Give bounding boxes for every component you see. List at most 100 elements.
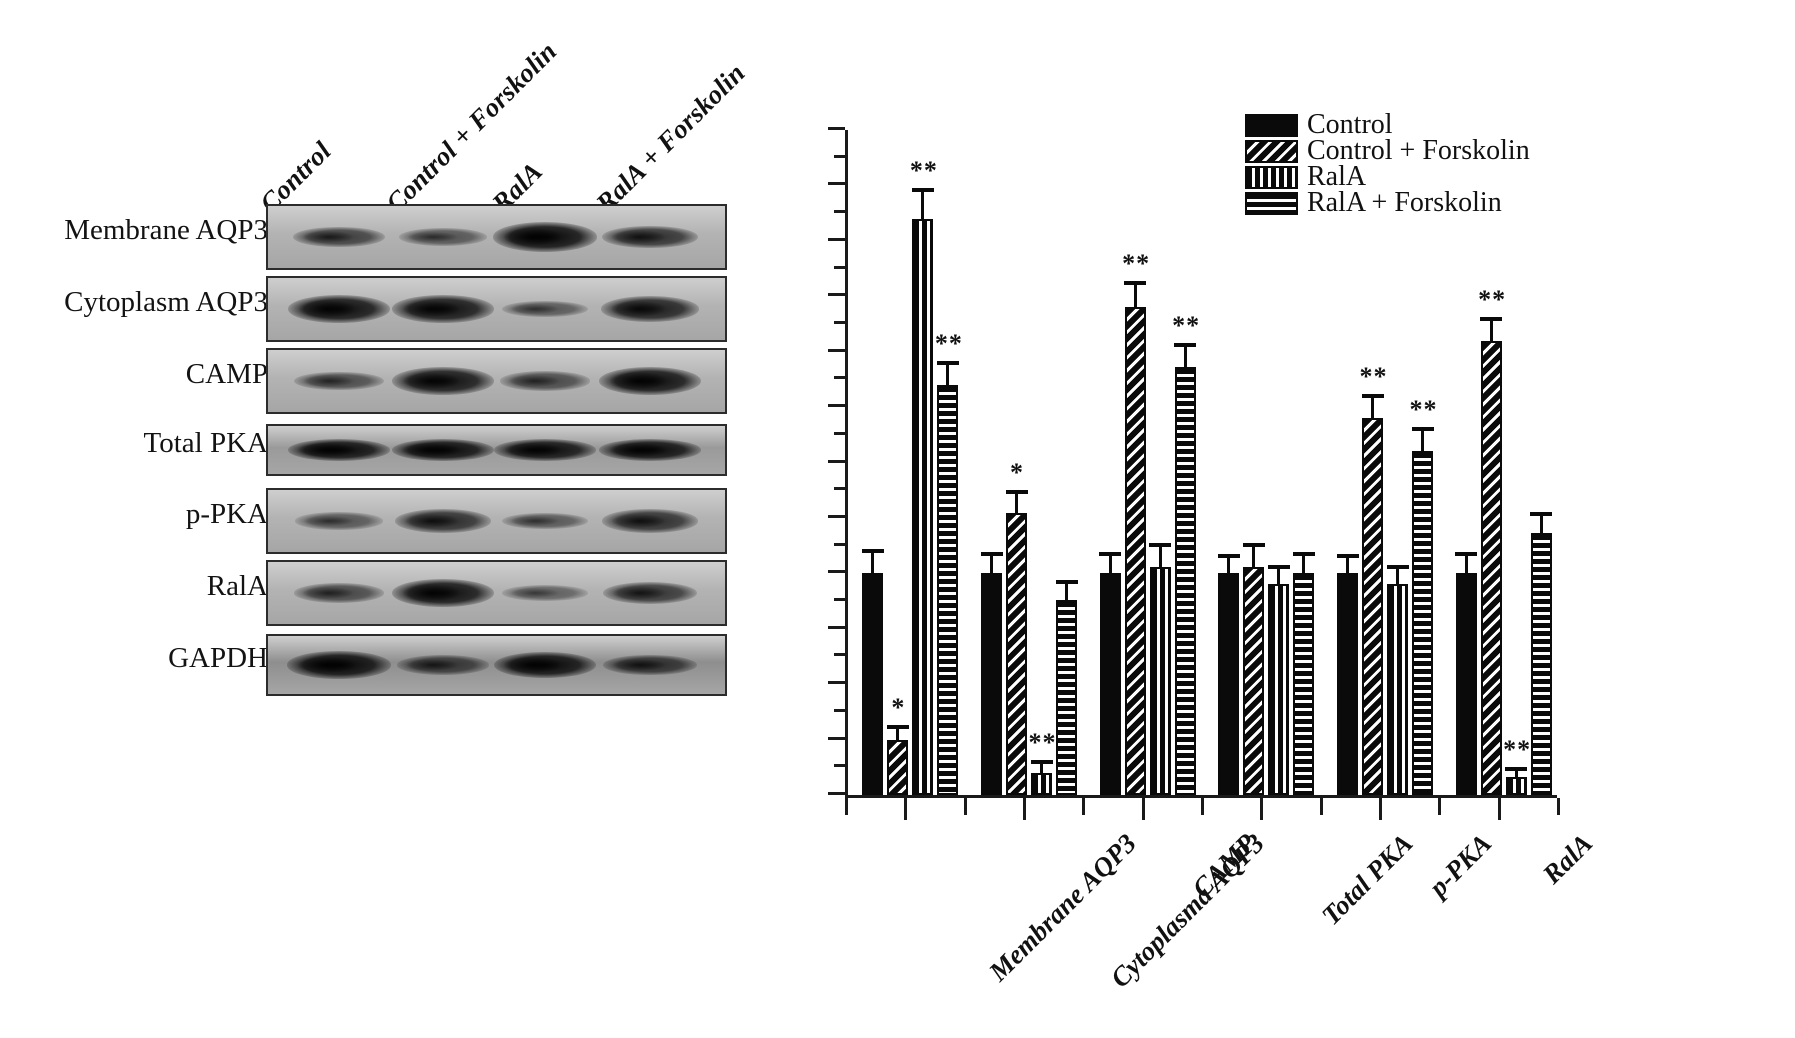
y-axis-tick-major bbox=[828, 625, 845, 629]
error-bar-stem bbox=[1183, 347, 1187, 368]
error-bar-stem bbox=[990, 555, 993, 574]
significance-marker: * bbox=[891, 692, 906, 722]
x-axis-label-5: p-PKA bbox=[1422, 828, 1498, 903]
blot-strip-1 bbox=[266, 204, 727, 270]
blot-band-smear bbox=[612, 229, 665, 245]
blot-strip-3 bbox=[266, 348, 727, 414]
blot-band-smear bbox=[612, 658, 665, 672]
blot-band-smear bbox=[302, 230, 354, 244]
blot-band-smear bbox=[609, 372, 666, 390]
blot-strip-7 bbox=[266, 634, 727, 696]
error-bar-stem bbox=[1514, 770, 1518, 778]
error-bar-cap bbox=[1505, 766, 1528, 771]
blot-band-smear bbox=[610, 301, 666, 317]
error-bar-stem bbox=[1539, 515, 1543, 534]
y-axis-tick-major bbox=[828, 736, 845, 740]
x-axis-tick-center bbox=[1260, 798, 1264, 820]
error-bar-stem bbox=[1396, 568, 1399, 585]
bar-total-pka-rala-forskolin bbox=[1293, 573, 1315, 795]
blot-band bbox=[502, 585, 588, 601]
y-axis-tick-major bbox=[828, 348, 845, 352]
x-axis-tick-center bbox=[1023, 798, 1026, 820]
blot-band-smear bbox=[504, 443, 561, 457]
y-axis-tick-minor bbox=[834, 265, 845, 269]
error-bar-stem bbox=[1040, 763, 1043, 773]
x-axis-tick bbox=[1082, 798, 1086, 815]
y-axis-tick-minor bbox=[834, 431, 845, 435]
error-bar-cap bbox=[1030, 759, 1053, 764]
blot-band-smear bbox=[511, 588, 559, 598]
blot-band-smear bbox=[402, 584, 459, 602]
y-axis-tick-major bbox=[828, 570, 845, 574]
y-axis-tick-major bbox=[828, 792, 845, 795]
y-axis-tick-major bbox=[828, 404, 845, 408]
significance-marker: ** bbox=[1359, 362, 1388, 392]
legend-label-4: RalA + Forskolin bbox=[1307, 187, 1502, 218]
legend-label-2: Control + Forskolin bbox=[1307, 135, 1530, 166]
chart-legend: Control Control + Forskolin RalA RalA + For… bbox=[1245, 111, 1530, 218]
legend-item-1: Control bbox=[1245, 111, 1530, 139]
y-axis-tick-minor bbox=[834, 598, 845, 602]
y-axis-tick-minor bbox=[834, 210, 845, 214]
bar-membrane-aqp3-rala-forskolin bbox=[937, 384, 959, 795]
blot-band-smear bbox=[510, 303, 559, 315]
blot-band-smear bbox=[402, 372, 459, 390]
bar-camp-control-forskolin bbox=[1124, 307, 1146, 795]
x-axis-tick bbox=[1438, 798, 1442, 815]
error-bar-stem bbox=[1489, 320, 1493, 341]
error-bar-cap bbox=[1242, 542, 1265, 547]
error-bar-stem bbox=[1371, 398, 1374, 419]
bar-p-pka-rala-forskolin bbox=[1412, 451, 1433, 795]
significance-marker: ** bbox=[1503, 734, 1532, 764]
bar-cytoplasma-aqp3-control bbox=[981, 573, 1002, 795]
error-bar-cap bbox=[1124, 281, 1147, 286]
bar-rala-control bbox=[1455, 573, 1477, 795]
bar-group-1: * ** ** bbox=[861, 130, 962, 795]
y-axis-tick-minor bbox=[834, 542, 845, 546]
error-bar-cap bbox=[1267, 564, 1290, 569]
y-axis-tick-minor bbox=[834, 653, 845, 657]
error-bar-stem bbox=[1277, 568, 1281, 585]
x-axis-line bbox=[845, 795, 1557, 798]
blot-band bbox=[501, 512, 589, 530]
x-axis-tick bbox=[1319, 798, 1323, 815]
significance-marker: ** bbox=[1478, 284, 1507, 314]
error-bar-stem bbox=[1133, 285, 1137, 308]
blot-band-smear bbox=[609, 443, 666, 457]
blot-band-smear bbox=[405, 513, 458, 529]
bar-camp-control bbox=[1099, 573, 1121, 795]
blot-row-label-5: p-PKA bbox=[185, 498, 268, 530]
bar-cytoplasma-aqp3-control-forskolin bbox=[1006, 513, 1027, 795]
x-axis-label-6: RalA bbox=[1536, 828, 1598, 890]
legend-item-4: RalA + Forskolin bbox=[1245, 187, 1530, 218]
error-bar-stem bbox=[1065, 584, 1068, 600]
y-axis-tick-minor bbox=[834, 154, 845, 158]
blot-lane-header-row: Control Control + Forskolin RalA RalA + For… bbox=[0, 0, 790, 218]
y-axis-tick-minor bbox=[834, 376, 845, 380]
error-bar-stem bbox=[921, 192, 925, 219]
y-axis-tick-major bbox=[828, 182, 845, 186]
error-bar-stem bbox=[871, 553, 875, 574]
blot-band-smear bbox=[303, 586, 353, 600]
blot-band-smear bbox=[303, 375, 353, 387]
legend-item-2: Control + Forskolin bbox=[1245, 135, 1530, 166]
error-bar-stem bbox=[1421, 431, 1424, 452]
bar-membrane-aqp3-control-forskolin bbox=[887, 739, 909, 795]
y-axis-tick-minor bbox=[834, 708, 845, 712]
x-axis-tick-center bbox=[1379, 798, 1382, 820]
bar-group-6: ** ** bbox=[1455, 130, 1553, 795]
legend-swatch-horizontal bbox=[1245, 191, 1298, 215]
legend-item-3: RalA bbox=[1245, 163, 1530, 191]
y-axis-tick-major bbox=[828, 237, 845, 241]
bar-total-pka-rala bbox=[1268, 584, 1290, 795]
bar-membrane-aqp3-rala bbox=[912, 218, 934, 795]
bar-rala-control-forskolin bbox=[1480, 340, 1502, 795]
significance-marker: * bbox=[1010, 457, 1024, 487]
blot-row-label-7: GAPDH bbox=[168, 642, 268, 674]
y-axis-tick-minor bbox=[834, 764, 845, 768]
error-bar-cap bbox=[1336, 553, 1359, 558]
blot-band-smear bbox=[504, 656, 561, 674]
blot-strip-5 bbox=[266, 488, 727, 554]
error-bar-cap bbox=[861, 549, 884, 554]
bar-chart-panel: Control Control + Forskolin RalA RalA + For… bbox=[790, 0, 1795, 1038]
